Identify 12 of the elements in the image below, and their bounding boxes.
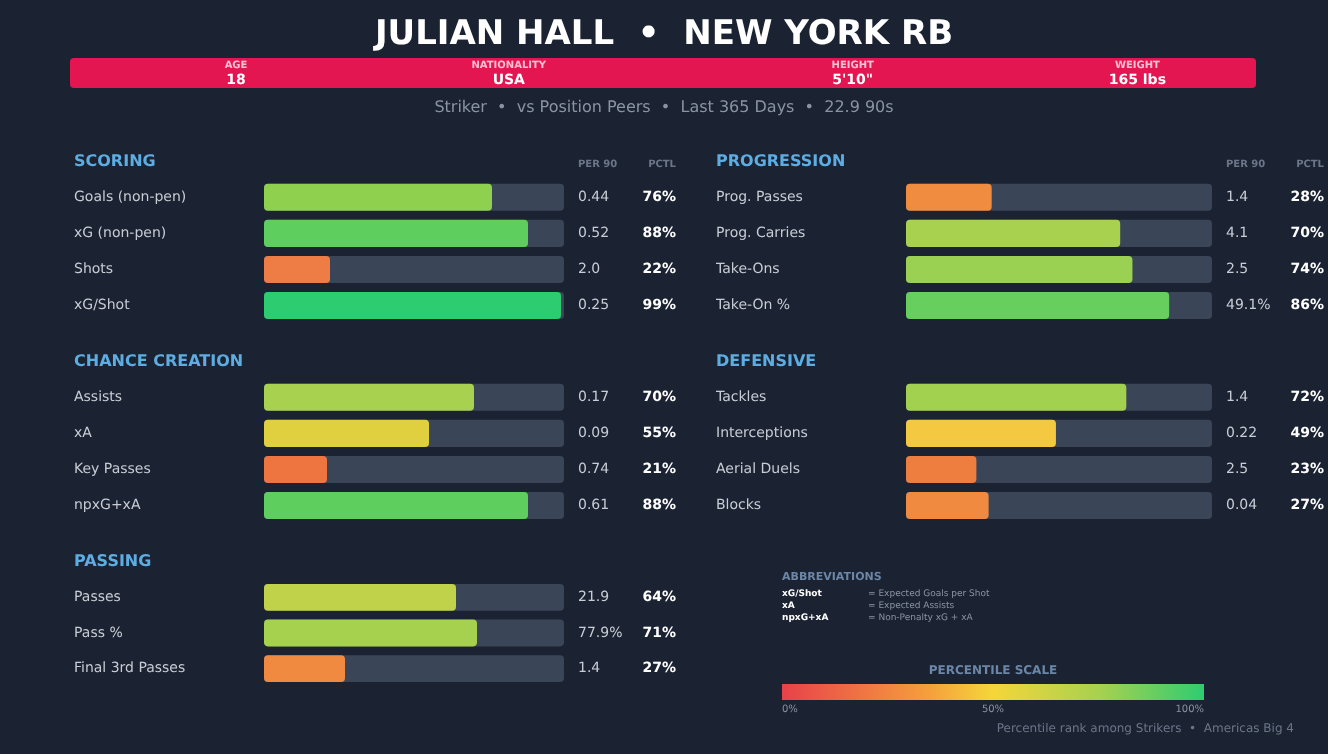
text: Striker • vs Position Peers • Last 365 Days • 22.9 90s xyxy=(432,98,896,116)
chart-title: PROGRESSION xyxy=(716,151,846,170)
text: JULIAN HALL • NEW YORK RB xyxy=(371,14,956,54)
text: DEFENSIVE xyxy=(716,351,817,370)
chart-title: CHANCE CREATION xyxy=(74,351,244,370)
bar xyxy=(264,455,327,483)
bar xyxy=(906,455,977,483)
text: SCORING xyxy=(74,151,156,170)
bar xyxy=(906,492,989,520)
bar xyxy=(264,255,330,283)
text: PASSING xyxy=(74,551,152,570)
bar xyxy=(906,183,992,211)
